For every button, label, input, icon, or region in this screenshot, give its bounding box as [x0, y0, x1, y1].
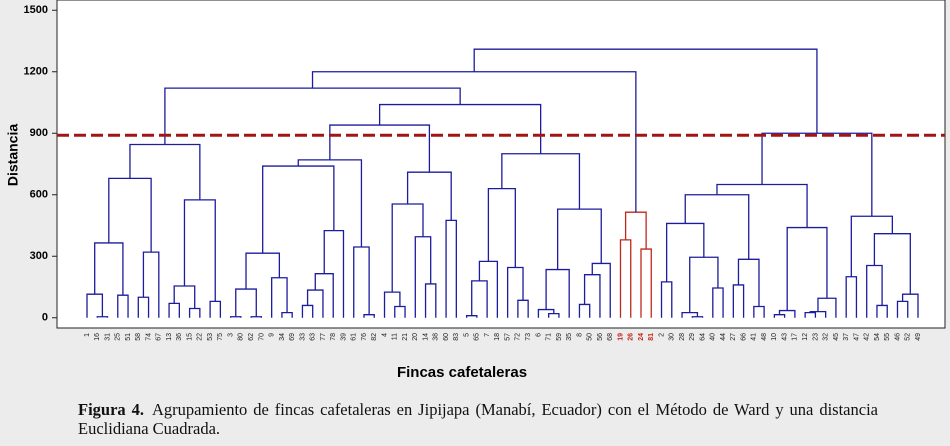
leaf-label: 67	[156, 333, 163, 341]
leaf-label: 57	[504, 333, 511, 341]
leaf-label: 42	[864, 333, 871, 341]
y-tick-label: 1500	[24, 4, 48, 16]
leaf-label: 23	[812, 333, 819, 341]
leaf-label: 58	[135, 333, 142, 341]
leaf-label: 59	[556, 333, 563, 341]
x-axis-label: Fincas cafetaleras	[397, 364, 527, 381]
leaf-label: 22	[197, 333, 204, 341]
link	[473, 48, 818, 134]
leaf-label: 10	[771, 333, 778, 341]
leaf-label: 47	[853, 333, 860, 341]
leaf-label: 30	[669, 333, 676, 341]
leaf-label: 76	[361, 333, 368, 341]
leaf-label: 81	[648, 333, 655, 341]
leaf-label: 24	[638, 333, 645, 341]
leaf-label: 78	[330, 333, 337, 341]
leaf-label: 62	[248, 333, 255, 341]
leaf-label: 82	[371, 333, 378, 341]
leaf-label: 7	[484, 333, 491, 337]
leaf-label: 73	[525, 333, 532, 341]
leaf-label: 63	[310, 333, 317, 341]
leaf-label: 83	[453, 333, 460, 341]
leaf-label: 51	[125, 333, 132, 341]
leaf-label: 21	[402, 333, 409, 341]
leaf-label: 74	[145, 333, 152, 341]
leaf-label: 5	[463, 333, 470, 337]
leaf-label: 70	[258, 333, 265, 341]
leaf-label: 77	[320, 333, 327, 341]
leaf-label: 6	[535, 333, 542, 337]
y-tick-label: 1200	[24, 66, 48, 78]
leaf-label: 33	[299, 333, 306, 341]
leaf-label: 17	[792, 333, 799, 341]
leaf-label: 3	[227, 333, 234, 337]
y-tick-label: 300	[30, 250, 48, 262]
leaf-label: 54	[874, 333, 881, 341]
leaf-label: 61	[351, 333, 358, 341]
leaf-label: 28	[679, 333, 686, 341]
leaf-label: 69	[289, 333, 296, 341]
leaf-label: 71	[546, 333, 553, 341]
leaf-label: 8	[576, 333, 583, 337]
chart: Distancia Fincas cafetaleras 0 300 600 900 1…	[5, 0, 946, 381]
leaf-label: 25	[115, 333, 122, 341]
leaf-label: 35	[566, 333, 573, 341]
leaf-label: 80	[238, 333, 245, 341]
leaf-label: 43	[781, 333, 788, 341]
leaf-label: 46	[894, 333, 901, 341]
leaf-label: 32	[823, 333, 830, 341]
y-tick-label: 900	[30, 127, 48, 139]
caption-text: Agrupamiento de fincas cafetaleras en Ji…	[78, 400, 878, 438]
leaf-label: 37	[843, 333, 850, 341]
leaf-label: 41	[751, 333, 758, 341]
plot-area	[56, 0, 946, 329]
leaf-label: 9	[269, 333, 276, 337]
leaf-label: 19	[617, 333, 624, 341]
y-tick-label: 600	[30, 189, 48, 201]
leaf-label: 2	[658, 333, 665, 337]
leaf-label: 40	[710, 333, 717, 341]
leaf-label: 38	[433, 333, 440, 341]
caption-label: Figura 4.	[78, 400, 144, 419]
leaf-label: 64	[699, 333, 706, 341]
leaf-label: 56	[597, 333, 604, 341]
leaf-label: 55	[884, 333, 891, 341]
leaf-label: 1	[84, 333, 91, 337]
leaf-label: 48	[761, 333, 768, 341]
y-axis-label: Distancia	[5, 124, 21, 186]
leaf-label: 65	[474, 333, 481, 341]
y-tick-label: 0	[42, 312, 48, 324]
leaf-label: 53	[207, 333, 214, 341]
leaf-label: 50	[587, 333, 594, 341]
leaf-label: 16	[94, 333, 101, 341]
leaf-label: 49	[915, 333, 922, 341]
leaf-label: 14	[422, 333, 429, 341]
leaf-label: 36	[176, 333, 183, 341]
leaf-label: 4	[381, 333, 388, 337]
leaf-label: 72	[515, 333, 522, 341]
caption: Figura 4. Agrupamiento de fincas cafetale…	[78, 400, 878, 438]
leaf-label: 13	[166, 333, 173, 341]
leaf-label: 75	[217, 333, 224, 341]
leaf-label: 15	[186, 333, 193, 341]
leaf-label: 52	[905, 333, 912, 341]
leaf-label: 45	[833, 333, 840, 341]
leaf-label: 31	[104, 333, 111, 341]
leaf-label: 60	[443, 333, 450, 341]
leaf-label: 26	[628, 333, 635, 341]
leaf-label: 34	[279, 333, 286, 341]
leaf-label: 68	[607, 333, 614, 341]
leaf-label: 11	[392, 333, 399, 340]
leaf-label: 29	[689, 333, 696, 341]
leaf-label: 39	[340, 333, 347, 341]
leaf-label: 18	[494, 333, 501, 341]
leaf-label: 66	[740, 333, 747, 341]
leaf-label: 44	[720, 333, 727, 341]
leaf-label: 20	[412, 333, 419, 341]
leaf-label: 12	[802, 333, 809, 341]
leaf-label: 27	[730, 333, 737, 341]
